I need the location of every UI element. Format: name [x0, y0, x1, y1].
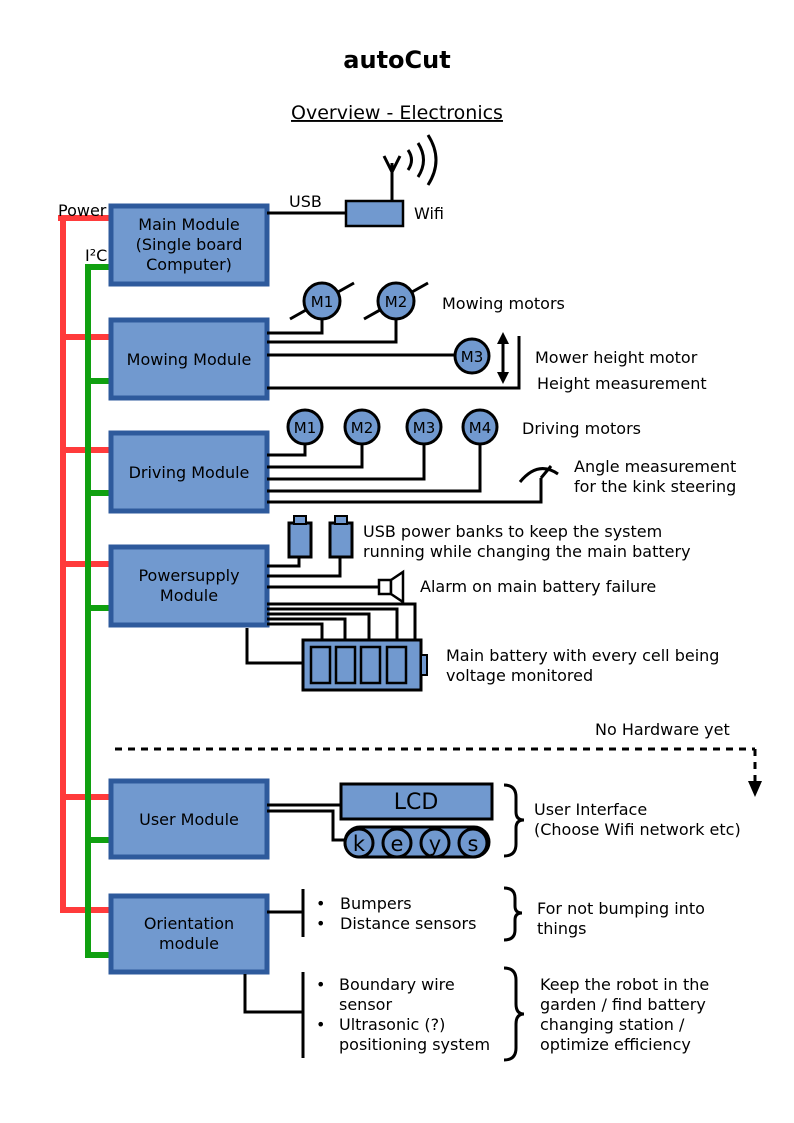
driving-module: Driving Module [108, 430, 270, 514]
height-measurement-label: Height measurement [537, 374, 707, 393]
main-module: Main Module (Single board Computer) [108, 203, 270, 287]
orientation-module-line1: Orientation [144, 914, 234, 933]
main-module-line3: Computer) [146, 255, 232, 274]
speaker-icon [377, 569, 405, 605]
group2-item-1-line1: Boundary wire [339, 975, 455, 994]
page-subtitle: Overview - Electronics [291, 102, 503, 124]
height-motor-m3: M3 [453, 337, 491, 375]
group1-item-1: Bumpers [340, 894, 412, 913]
mowing-motor-m1: M1 [289, 281, 355, 321]
angle-label-line1: Angle measurement [574, 457, 736, 476]
wifi-label: Wifi [414, 204, 444, 223]
no-hardware-label: No Hardware yet [595, 720, 730, 739]
group2-desc-line1: Keep the robot in the [540, 975, 709, 994]
driving-motor-m4: M4 [461, 408, 499, 446]
group2-item-2-line2: positioning system [339, 1035, 490, 1054]
driving-module-label: Driving Module [129, 463, 250, 482]
driving-motor-m1-label: M1 [294, 419, 317, 437]
group2-item-1-line2: sensor [339, 995, 392, 1014]
mowing-module: Mowing Module [108, 317, 270, 401]
power-bus-label: Power [58, 201, 107, 220]
mowing-motor-m2-label: M2 [385, 293, 408, 311]
user-desc-line2: (Choose Wifi network etc) [534, 820, 741, 839]
no-hardware-separator [115, 747, 762, 797]
orientation-brace-2 [503, 966, 525, 1062]
key-2: e [391, 832, 404, 856]
powerbank-label-line2: running while changing the main battery [363, 542, 691, 561]
powersupply-module-line2: Module [160, 586, 218, 605]
driving-motor-m3: M3 [405, 408, 443, 446]
driving-motor-m1: M1 [286, 408, 324, 446]
battery-label-line1: Main battery with every cell being [446, 646, 719, 665]
mowing-module-label: Mowing Module [127, 350, 252, 369]
wifi-icon [344, 134, 438, 228]
orientation-module-line2: module [159, 934, 219, 953]
mowing-motors-label: Mowing motors [442, 294, 565, 313]
driving-motor-m2: M2 [343, 408, 381, 446]
group1-item-2: Distance sensors [340, 914, 476, 933]
key-4: s [468, 832, 479, 856]
i2c-bus-label: I²C [85, 246, 107, 265]
lcd-display: LCD [339, 782, 494, 821]
i2c-bus [85, 264, 112, 958]
main-module-line2: (Single board [136, 235, 243, 254]
group1-desc-line2: things [537, 919, 587, 938]
bullet-4: • [316, 1015, 325, 1034]
orientation-brace-1 [503, 886, 523, 942]
powersupply-module-line1: Powersupply [138, 566, 239, 585]
user-module: User Module [108, 778, 270, 860]
group2-desc-line2: garden / find battery [540, 995, 706, 1014]
user-wires [267, 803, 345, 842]
main-module-line1: Main Module [138, 215, 239, 234]
powerbank-icon-2 [328, 515, 354, 559]
group2-desc-line4: optimize efficiency [540, 1035, 691, 1054]
user-module-label: User Module [139, 810, 239, 829]
page-title: autoCut [343, 46, 450, 74]
driving-wires [267, 444, 543, 504]
mowing-motor-m2: M2 [363, 281, 429, 321]
keypad: k e y s [343, 825, 491, 859]
orientation-wires [243, 889, 305, 1058]
key-3: y [429, 832, 441, 856]
alarm-label: Alarm on main battery failure [420, 577, 656, 596]
driving-motor-m2-label: M2 [351, 419, 374, 437]
height-motor-m3-label: M3 [461, 348, 484, 366]
user-desc-line1: User Interface [534, 800, 647, 819]
mowing-motor-m1-label: M1 [311, 293, 334, 311]
user-brace [503, 783, 525, 858]
bullet-3: • [316, 975, 325, 994]
orientation-module: Orientation module [108, 893, 270, 975]
group2-desc-line3: changing station / [540, 1015, 685, 1034]
powersupply-module: Powersupply Module [108, 544, 270, 628]
driving-motor-m4-label: M4 [469, 419, 492, 437]
driving-motors-label: Driving motors [522, 419, 641, 438]
powerbank-icon-1 [287, 515, 313, 559]
mowing-wires [267, 320, 521, 390]
battery-label-line2: voltage monitored [446, 666, 593, 685]
usb-label: USB [289, 192, 322, 211]
angle-label-line2: for the kink steering [574, 477, 736, 496]
group1-desc-line1: For not bumping into [537, 899, 705, 918]
driving-motor-m3-label: M3 [413, 419, 436, 437]
powerbank-label-line1: USB power banks to keep the system [363, 522, 662, 541]
bullet-2: • [316, 914, 325, 933]
height-arrow-icon [497, 332, 509, 384]
height-motor-label: Mower height motor [535, 348, 698, 367]
powersupply-wires [245, 556, 417, 665]
group2-item-2-line1: Ultrasonic (?) [339, 1015, 445, 1034]
bullet-1: • [316, 894, 325, 913]
key-1: k [353, 832, 366, 856]
main-battery-icon [301, 638, 428, 692]
lcd-label: LCD [394, 790, 439, 815]
angle-sensor-icon [518, 465, 559, 483]
